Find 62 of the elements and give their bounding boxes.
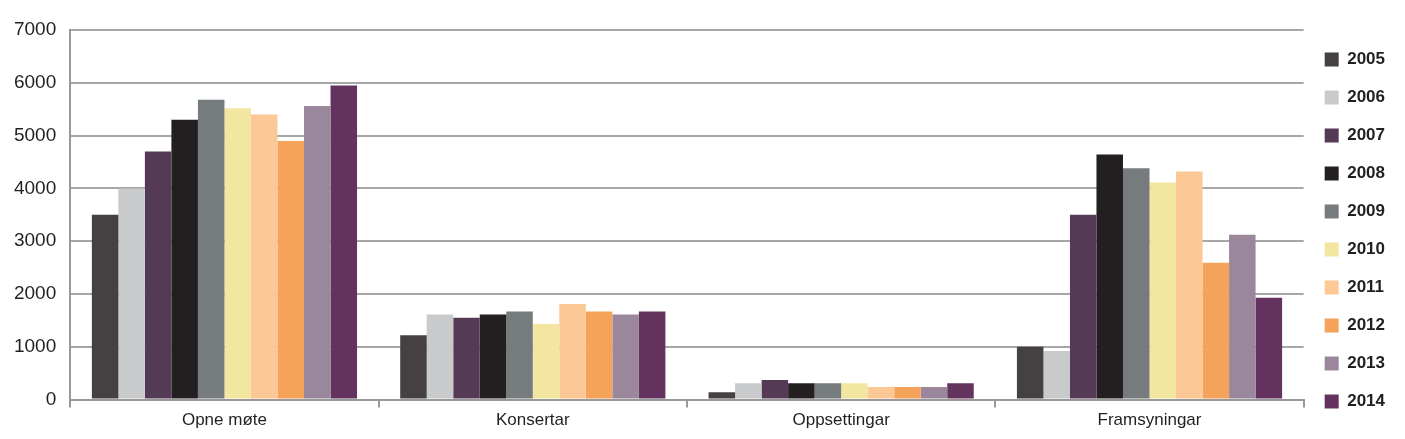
y-tick-label: 4000 bbox=[13, 176, 57, 198]
bar bbox=[453, 317, 480, 399]
bar bbox=[1043, 351, 1070, 399]
legend-label: 2011 bbox=[1347, 277, 1385, 297]
bar bbox=[144, 151, 172, 399]
bar bbox=[788, 383, 815, 399]
legend-label: 2014 bbox=[1347, 391, 1386, 411]
y-tick-label: 6000 bbox=[13, 71, 57, 93]
y-tick-label: 1000 bbox=[13, 335, 57, 357]
bar bbox=[814, 383, 842, 399]
bar bbox=[1202, 262, 1230, 399]
y-tick-label: 5000 bbox=[13, 123, 57, 145]
bar bbox=[735, 383, 762, 399]
bar bbox=[761, 380, 789, 399]
bar bbox=[920, 386, 948, 399]
bar bbox=[1176, 171, 1203, 399]
bar bbox=[91, 214, 119, 399]
x-tick-label: Konsertar bbox=[495, 410, 570, 430]
bar bbox=[118, 188, 145, 399]
bar bbox=[708, 392, 736, 399]
bar bbox=[1122, 168, 1150, 399]
bar bbox=[894, 386, 921, 399]
bar bbox=[1229, 234, 1256, 399]
bar bbox=[277, 140, 304, 399]
bar bbox=[1255, 297, 1283, 399]
legend-label: 2012 bbox=[1347, 315, 1386, 335]
bar bbox=[330, 85, 358, 399]
bar bbox=[1096, 154, 1123, 399]
bar bbox=[479, 314, 507, 399]
legend-label: 2010 bbox=[1347, 239, 1386, 259]
bar bbox=[612, 314, 639, 399]
legend-label: 2005 bbox=[1347, 49, 1386, 69]
legend-label: 2009 bbox=[1347, 201, 1386, 221]
bar bbox=[947, 383, 974, 399]
bar bbox=[171, 119, 198, 399]
y-tick-label: 3000 bbox=[13, 229, 57, 251]
bar bbox=[867, 386, 895, 399]
bar bbox=[197, 99, 225, 399]
x-tick-label: Framsyningar bbox=[1097, 410, 1202, 430]
bar bbox=[1069, 214, 1097, 399]
y-tick-label: 0 bbox=[45, 387, 57, 409]
legend-label: 2006 bbox=[1347, 87, 1386, 107]
bar bbox=[1149, 182, 1177, 399]
bar bbox=[559, 304, 586, 399]
bar bbox=[304, 106, 331, 399]
bar bbox=[532, 324, 560, 399]
legend-label: 2008 bbox=[1347, 163, 1386, 183]
x-tick-label: Opne møte bbox=[181, 410, 267, 430]
bar bbox=[841, 383, 868, 399]
legend-label: 2013 bbox=[1347, 353, 1386, 373]
bar bbox=[250, 114, 278, 399]
bar bbox=[1016, 346, 1044, 399]
y-tick-label: 7000 bbox=[13, 18, 57, 40]
bar bbox=[585, 311, 613, 399]
x-tick-label: Oppsettingar bbox=[792, 410, 891, 430]
bar bbox=[400, 335, 427, 399]
y-tick-label: 2000 bbox=[13, 282, 57, 304]
bar bbox=[224, 108, 251, 399]
legend-label: 2007 bbox=[1347, 125, 1386, 145]
bar bbox=[638, 311, 666, 399]
bar bbox=[506, 311, 533, 399]
bar bbox=[426, 314, 454, 399]
